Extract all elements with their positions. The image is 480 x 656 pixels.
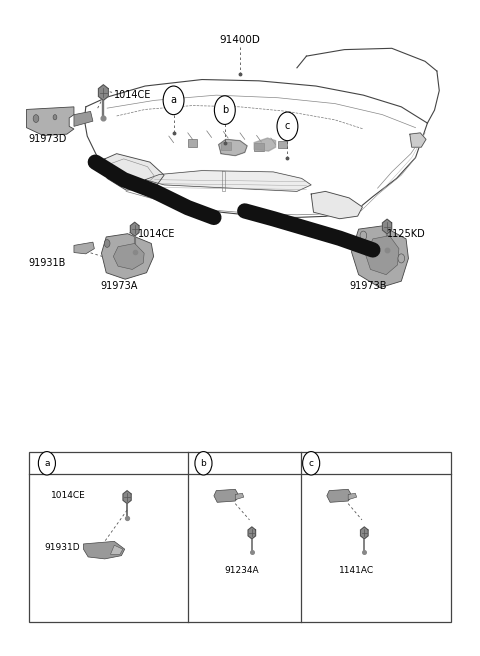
Circle shape [163,86,184,115]
Text: a: a [44,459,49,468]
Circle shape [38,451,56,475]
Polygon shape [145,171,311,192]
Polygon shape [248,527,256,539]
Circle shape [104,239,110,247]
Polygon shape [74,242,95,254]
Bar [221,142,230,150]
Text: c: c [309,459,313,468]
Text: 1014CE: 1014CE [138,229,175,239]
Polygon shape [84,541,125,559]
Polygon shape [74,112,93,127]
Polygon shape [348,493,357,500]
Polygon shape [131,222,139,236]
Polygon shape [113,243,144,270]
Polygon shape [214,489,239,502]
Circle shape [215,96,235,125]
Circle shape [302,451,320,475]
Text: 91234A: 91234A [224,566,259,575]
Circle shape [53,115,57,120]
Bar [254,143,264,151]
Polygon shape [101,234,154,279]
Polygon shape [123,491,131,504]
Text: 1125KD: 1125KD [387,229,426,239]
Text: 1014CE: 1014CE [51,491,86,500]
Polygon shape [360,527,368,539]
Polygon shape [311,192,362,218]
Polygon shape [254,138,276,151]
Text: 1141AC: 1141AC [339,566,374,575]
Circle shape [360,231,367,240]
Polygon shape [351,226,408,288]
Bar [188,138,197,146]
Text: c: c [285,121,290,131]
Circle shape [33,115,39,123]
Text: 91400D: 91400D [219,35,261,45]
Polygon shape [110,545,123,554]
Text: 91973D: 91973D [29,134,67,144]
Polygon shape [98,85,108,100]
Circle shape [277,112,298,140]
Polygon shape [410,133,426,147]
Text: a: a [170,95,177,106]
Text: 91973A: 91973A [100,281,137,291]
Text: b: b [222,105,228,115]
Circle shape [398,254,405,263]
Text: b: b [201,459,206,468]
Polygon shape [26,107,74,136]
Text: 1014CE: 1014CE [114,90,152,100]
Text: 91973B: 91973B [349,281,386,291]
Polygon shape [383,219,392,234]
Polygon shape [327,489,352,502]
Circle shape [195,451,212,475]
Polygon shape [105,154,164,190]
Polygon shape [235,493,244,500]
Text: 91931B: 91931B [29,258,66,268]
Polygon shape [219,139,247,155]
Bar [278,140,288,148]
Text: 91931D: 91931D [45,543,80,552]
Polygon shape [366,236,399,275]
Bar [29,451,451,622]
